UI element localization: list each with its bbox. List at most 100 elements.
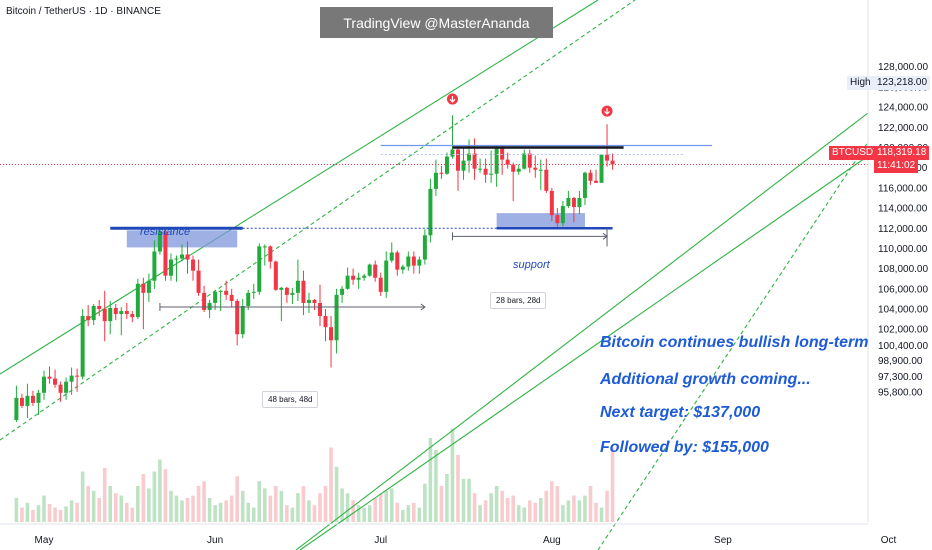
price-tick-7: 114,000.00	[878, 204, 928, 215]
candle-body	[273, 261, 278, 290]
price-tick-3: 122,000.00	[878, 123, 928, 134]
volume-bar	[605, 490, 609, 522]
volume-bar	[25, 502, 30, 522]
volume-bar	[467, 478, 471, 522]
candle-body	[47, 376, 52, 379]
volume-bar	[367, 505, 372, 522]
volume-bar	[412, 502, 416, 522]
candle-body	[345, 275, 350, 289]
candle-body	[516, 168, 521, 172]
volume-bar	[108, 486, 113, 522]
volume-bar	[285, 505, 289, 522]
volume-bar	[102, 468, 107, 522]
candle-body	[113, 307, 118, 315]
candle-body	[124, 311, 129, 315]
candle-body	[91, 305, 96, 321]
volume-bar	[130, 507, 135, 522]
volume-bar	[539, 498, 543, 522]
volume-bar	[610, 447, 615, 522]
volume-bar	[439, 486, 444, 522]
price-tick-13: 102,000.00	[878, 325, 928, 336]
volume-bar	[351, 500, 355, 522]
volume-bar	[345, 493, 350, 522]
volume-bar	[14, 498, 19, 522]
price-tick-14: 100,400.00	[878, 341, 928, 352]
candle-body	[356, 277, 361, 280]
candle-body	[323, 316, 328, 328]
candle-body	[605, 154, 610, 161]
candle-body	[367, 264, 372, 276]
candle-body	[362, 275, 367, 278]
candle-body	[135, 283, 140, 318]
candle-body	[130, 314, 135, 318]
volume-bar	[279, 490, 284, 522]
candle-body	[544, 169, 549, 191]
volume-bar	[64, 506, 68, 522]
annotation-line-1: Bitcoin continues bullish long-term	[600, 334, 869, 351]
channel-lower-dashed-line	[597, 141, 869, 550]
time-tick-5: Oct	[881, 535, 897, 546]
volume-bar	[47, 504, 52, 522]
volume-bar	[147, 488, 151, 522]
volume-bar	[323, 486, 328, 522]
volume-bar	[378, 493, 383, 522]
candle-body	[268, 246, 273, 262]
volume-bar	[434, 450, 438, 522]
volume-bar	[224, 500, 228, 522]
volume-bar	[180, 500, 184, 522]
candle-body	[279, 287, 284, 290]
price-tick-8: 112,000.00	[878, 224, 928, 235]
volume-bar	[456, 454, 460, 522]
symbol-tag: BTCUSDT	[829, 146, 883, 160]
channel-upper-dashed-line	[0, 0, 636, 441]
candle-body	[494, 148, 499, 174]
candle-body	[141, 283, 146, 293]
candle-body	[102, 309, 107, 322]
resistance-label: resistance	[140, 226, 191, 238]
candle-body	[378, 277, 383, 292]
volume-bar	[389, 488, 394, 522]
candle-body	[152, 251, 157, 281]
candle-body	[312, 299, 317, 303]
candle-body	[444, 156, 449, 174]
volume-bar	[274, 486, 278, 522]
candle-body	[582, 172, 587, 198]
candle-body	[555, 215, 560, 224]
volume-bar	[240, 490, 245, 522]
candle-body	[64, 381, 69, 393]
volume-bar	[516, 505, 521, 522]
arrow-down-icon	[604, 108, 610, 115]
candle-body	[69, 375, 74, 382]
volume-bar	[500, 490, 504, 522]
price-tick-12: 104,000.00	[878, 305, 928, 316]
candle-body	[318, 302, 322, 317]
symbol-title[interactable]: Bitcoin / TetherUS · 1D · BINANCE	[6, 6, 161, 17]
candle-body	[213, 291, 218, 303]
volume-bar	[152, 471, 157, 522]
arrow-down-icon	[449, 96, 456, 103]
volume-bar	[511, 495, 515, 522]
volume-bar	[572, 495, 576, 522]
candle-body	[571, 197, 576, 208]
candle-body	[207, 302, 212, 311]
candle-body	[373, 264, 378, 278]
volume-bar	[207, 498, 212, 522]
candle-body	[229, 294, 234, 301]
candle-body	[577, 197, 582, 208]
candle-body	[202, 292, 207, 311]
candle-body	[433, 172, 438, 189]
volume-bar	[158, 459, 162, 522]
time-tick-3: Aug	[543, 535, 561, 546]
candle-body	[422, 235, 427, 260]
candle-body	[538, 169, 543, 171]
volume-bar	[20, 507, 24, 522]
volume-bar	[31, 510, 35, 522]
volume-bar	[191, 495, 195, 522]
candle-body	[290, 292, 295, 295]
candle-body	[533, 167, 538, 170]
trend-channel	[0, 0, 869, 550]
candle-body	[53, 378, 58, 385]
volume-bar	[218, 502, 223, 522]
